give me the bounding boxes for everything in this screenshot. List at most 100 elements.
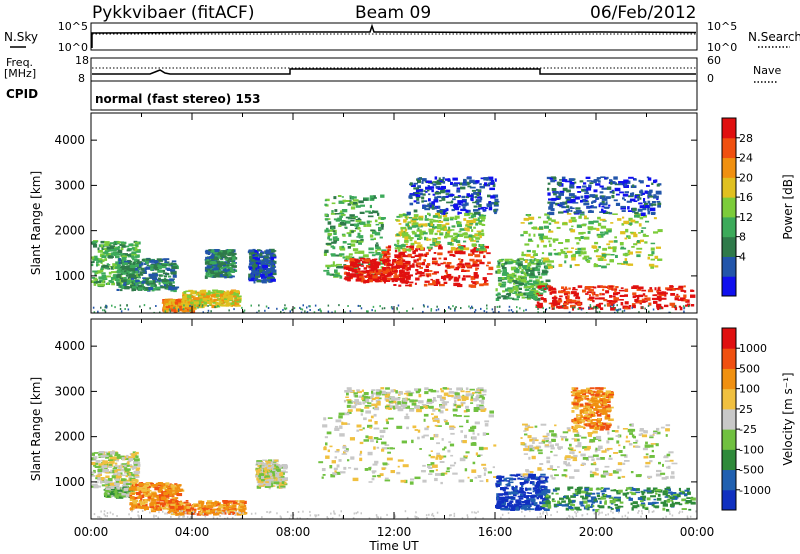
power-cell [168, 282, 173, 286]
power-cell [280, 310, 282, 313]
power-cell [216, 260, 220, 264]
power-cell [433, 284, 438, 286]
power-cell [601, 208, 604, 212]
power-cell [580, 199, 583, 203]
power-cell [332, 236, 338, 240]
power-cell [231, 252, 237, 255]
power-cell [554, 295, 557, 298]
power-cell [472, 252, 475, 255]
power-cell [656, 305, 662, 308]
power-cell [170, 271, 173, 274]
power-cell [183, 297, 187, 301]
power-cell [378, 226, 382, 231]
power-cell [225, 302, 231, 306]
colorbar-tick-label: 20 [739, 171, 753, 184]
power-cell [490, 195, 496, 199]
power-cell [639, 180, 644, 184]
y-tick-label: 1000 [54, 269, 85, 283]
power-cell [642, 208, 647, 211]
power-cell [219, 274, 226, 277]
power-cell [124, 308, 126, 310]
power-cell [403, 219, 407, 223]
power-cell [679, 297, 686, 301]
power-cell [474, 234, 479, 237]
power-cell [469, 258, 475, 262]
power-cell [467, 226, 472, 229]
power-cell [163, 283, 167, 287]
power-cell [172, 285, 175, 288]
power-cell [353, 258, 356, 260]
velocity-cell [93, 469, 96, 474]
power-cell [210, 272, 217, 276]
power-cell [656, 290, 659, 293]
power-cell [377, 247, 382, 251]
power-cell [428, 246, 432, 250]
power-cell [379, 255, 382, 258]
power-cell [421, 200, 424, 203]
power-cell [508, 309, 510, 312]
power-cell [137, 284, 143, 288]
power-cell [600, 195, 606, 199]
power-cell [457, 284, 463, 288]
power-cell [638, 202, 643, 205]
power-cell [340, 210, 343, 213]
colorbar-segment [722, 276, 736, 297]
power-cell [104, 258, 108, 261]
velocity-cell [97, 471, 102, 475]
power-cell [442, 196, 449, 198]
power-cell [651, 297, 658, 300]
power-cell [443, 225, 447, 228]
power-cell [506, 297, 513, 300]
power-cell [388, 267, 395, 270]
power-cell [440, 179, 444, 182]
power-cell [636, 254, 641, 258]
power-cell [366, 310, 368, 313]
velocity-cell [163, 486, 167, 490]
power-cell [430, 308, 433, 311]
velocity-cell [121, 463, 126, 467]
power-cell [550, 179, 555, 183]
power-cell [424, 254, 428, 257]
colorbar-tick-label: 4 [739, 250, 746, 263]
power-cell [434, 191, 439, 195]
power-cell [233, 308, 235, 311]
power-cell [563, 302, 569, 305]
power-cell [539, 292, 544, 295]
power-cell [232, 256, 236, 260]
power-cell [470, 235, 476, 238]
power-cell [506, 292, 512, 295]
power-cell [327, 233, 333, 236]
power-cell [254, 278, 258, 280]
power-cell [486, 307, 488, 310]
power-cell [688, 305, 690, 308]
power-cell [262, 264, 268, 269]
power-cell [441, 197, 446, 201]
power-cell [117, 253, 123, 256]
power-cell [358, 240, 364, 243]
power-cell [638, 223, 642, 227]
power-cell [215, 302, 221, 306]
power-cell [207, 275, 213, 278]
power-cell [552, 300, 556, 303]
power-cell [128, 273, 133, 278]
power-cell [490, 179, 494, 184]
power-cell [570, 207, 575, 209]
power-cell [632, 210, 636, 213]
power-cell [439, 233, 443, 236]
power-cell [634, 299, 639, 302]
power-cell [433, 252, 437, 254]
power-cell [566, 205, 569, 208]
power-cell [379, 236, 383, 239]
power-cell [182, 295, 187, 298]
power-cell [171, 260, 177, 263]
power-cell [413, 182, 418, 185]
power-cell [428, 249, 431, 252]
power-cell [384, 252, 391, 256]
power-cell [213, 261, 217, 265]
power-cell [212, 289, 219, 292]
power-cell [683, 299, 688, 302]
power-cell [461, 195, 466, 199]
power-cell [219, 290, 224, 294]
power-cell [368, 271, 374, 274]
power-cell [515, 261, 522, 265]
